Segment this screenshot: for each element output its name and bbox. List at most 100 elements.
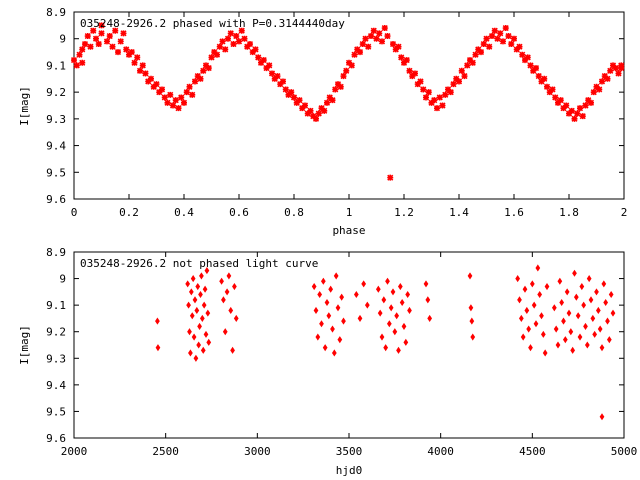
- data-point: [333, 272, 339, 280]
- data-point: [528, 344, 533, 352]
- data-point: [417, 78, 424, 85]
- data-point: [455, 78, 463, 85]
- data-point: [222, 328, 228, 336]
- data-point: [444, 86, 452, 93]
- data-point: [139, 62, 146, 69]
- data-point: [594, 288, 599, 296]
- data-point: [377, 309, 383, 317]
- data-point: [491, 27, 498, 34]
- x-tick-label: 0.2: [119, 206, 139, 219]
- data-point: [475, 46, 482, 53]
- data-point: [508, 40, 515, 48]
- data-point: [172, 97, 179, 104]
- data-point: [161, 94, 168, 101]
- data-point: [411, 70, 419, 77]
- data-point: [587, 99, 595, 106]
- data-point: [334, 81, 342, 88]
- data-point: [321, 107, 328, 114]
- data-point: [233, 32, 240, 40]
- data-point: [599, 344, 605, 352]
- x-tick-label: 4000: [427, 445, 454, 458]
- data-point: [193, 354, 199, 362]
- data-point: [271, 75, 278, 82]
- data-point: [201, 301, 207, 309]
- data-point: [568, 107, 575, 114]
- data-point: [407, 306, 412, 314]
- data-point: [398, 54, 405, 61]
- data-point: [520, 333, 526, 341]
- data-point: [131, 59, 138, 66]
- data-point: [549, 86, 556, 93]
- data-point: [572, 269, 577, 277]
- data-point: [195, 283, 201, 291]
- data-point: [453, 75, 460, 82]
- data-point: [593, 83, 600, 90]
- data-point: [188, 288, 194, 296]
- data-point: [480, 40, 487, 48]
- x-tick-label: 5000: [611, 445, 638, 458]
- data-point: [324, 298, 330, 307]
- data-point: [543, 83, 551, 90]
- y-axis-ticks: 8.9 9 9.1 9.2 9.3 9.4 9.5 9.6: [46, 246, 624, 445]
- x-tick-label: 1: [346, 206, 353, 219]
- data-point: [494, 35, 501, 42]
- data-point: [205, 309, 211, 317]
- data-point: [544, 283, 550, 291]
- data-point: [513, 46, 520, 53]
- data-point: [531, 301, 537, 309]
- data-point: [103, 38, 111, 45]
- data-point: [279, 78, 287, 85]
- x-tick-label: 2: [621, 206, 628, 219]
- data-point: [189, 91, 196, 98]
- x-axis-label: phase: [332, 224, 365, 237]
- data-point: [233, 314, 239, 322]
- y-tick-label: 9.2: [46, 326, 66, 339]
- data-point: [359, 40, 366, 48]
- data-point: [202, 62, 210, 69]
- data-point: [326, 94, 333, 101]
- y-tick-label: 9.3: [46, 113, 66, 126]
- data-point: [379, 333, 385, 341]
- data-point: [230, 40, 237, 48]
- data-point: [263, 65, 270, 72]
- y-tick-label: 9.2: [46, 86, 66, 99]
- data-point: [241, 35, 248, 42]
- data-point: [84, 32, 91, 40]
- y-tick-label: 9.5: [46, 166, 66, 179]
- data-point: [365, 43, 372, 50]
- x-tick-label: 0.8: [284, 206, 304, 219]
- x-tick-label: 1.8: [559, 206, 579, 219]
- data-point: [228, 306, 234, 314]
- data-point: [230, 346, 235, 354]
- data-point: [92, 35, 100, 42]
- data-point: [203, 330, 209, 338]
- data-point: [213, 51, 221, 58]
- data-point: [518, 314, 524, 322]
- data-point: [206, 338, 212, 346]
- data-point: [565, 110, 573, 117]
- x-tick-label: 3000: [244, 445, 271, 458]
- data-point: [90, 27, 97, 34]
- data-point: [399, 298, 405, 307]
- data-point: [330, 325, 335, 333]
- data-point: [322, 344, 328, 352]
- data-point: [433, 105, 441, 112]
- data-point: [409, 73, 416, 80]
- x-tick-label: 2500: [152, 445, 179, 458]
- data-point: [530, 67, 537, 74]
- x-tick-label: 3500: [336, 445, 363, 458]
- data-point: [354, 46, 361, 53]
- data-point: [405, 290, 411, 299]
- data-point: [386, 320, 392, 328]
- data-point: [335, 304, 341, 312]
- y-tick-label: 9.4: [46, 140, 66, 153]
- data-point: [299, 105, 306, 112]
- data-point: [114, 49, 122, 56]
- data-point: [601, 280, 607, 288]
- data-point: [541, 75, 548, 82]
- data-point: [198, 290, 203, 299]
- data-point: [134, 54, 141, 61]
- data-point: [582, 102, 589, 109]
- data-point: [571, 115, 578, 122]
- data-point: [249, 49, 256, 56]
